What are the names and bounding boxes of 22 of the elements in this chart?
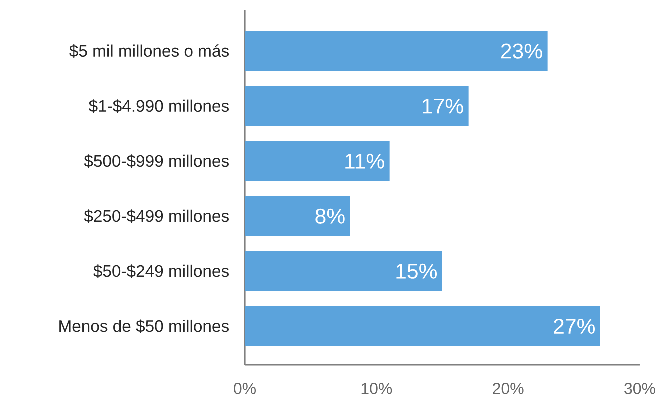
bar: [245, 196, 350, 236]
data-label: 27%: [554, 318, 596, 334]
data-label: 17%: [423, 98, 464, 114]
y-tick-label: $500-$999 millones: [84, 154, 229, 168]
data-label: 15%: [396, 264, 438, 279]
bar: [245, 31, 548, 72]
data-label: 23%: [501, 44, 542, 59]
bar: [245, 141, 390, 182]
data-label: 11%: [346, 154, 384, 169]
bar: [245, 251, 442, 292]
bar: [245, 86, 469, 126]
x-tick-label: 20%: [493, 383, 524, 394]
x-tick-label: 0%: [234, 383, 256, 394]
data-label: 8%: [316, 208, 345, 224]
bar: [245, 306, 600, 347]
y-tick-label: $50-$249 millones: [94, 264, 229, 278]
x-tick-label: 10%: [362, 383, 392, 394]
y-tick-label: $250-$499 millones: [84, 210, 229, 224]
y-tick-label: Menos de $50 millones: [60, 320, 229, 334]
y-tick-label: $1-$4.990 millones: [88, 100, 229, 114]
x-tick-label: 30%: [624, 383, 656, 394]
y-tick-label: $5 mil millones o más: [70, 44, 229, 58]
